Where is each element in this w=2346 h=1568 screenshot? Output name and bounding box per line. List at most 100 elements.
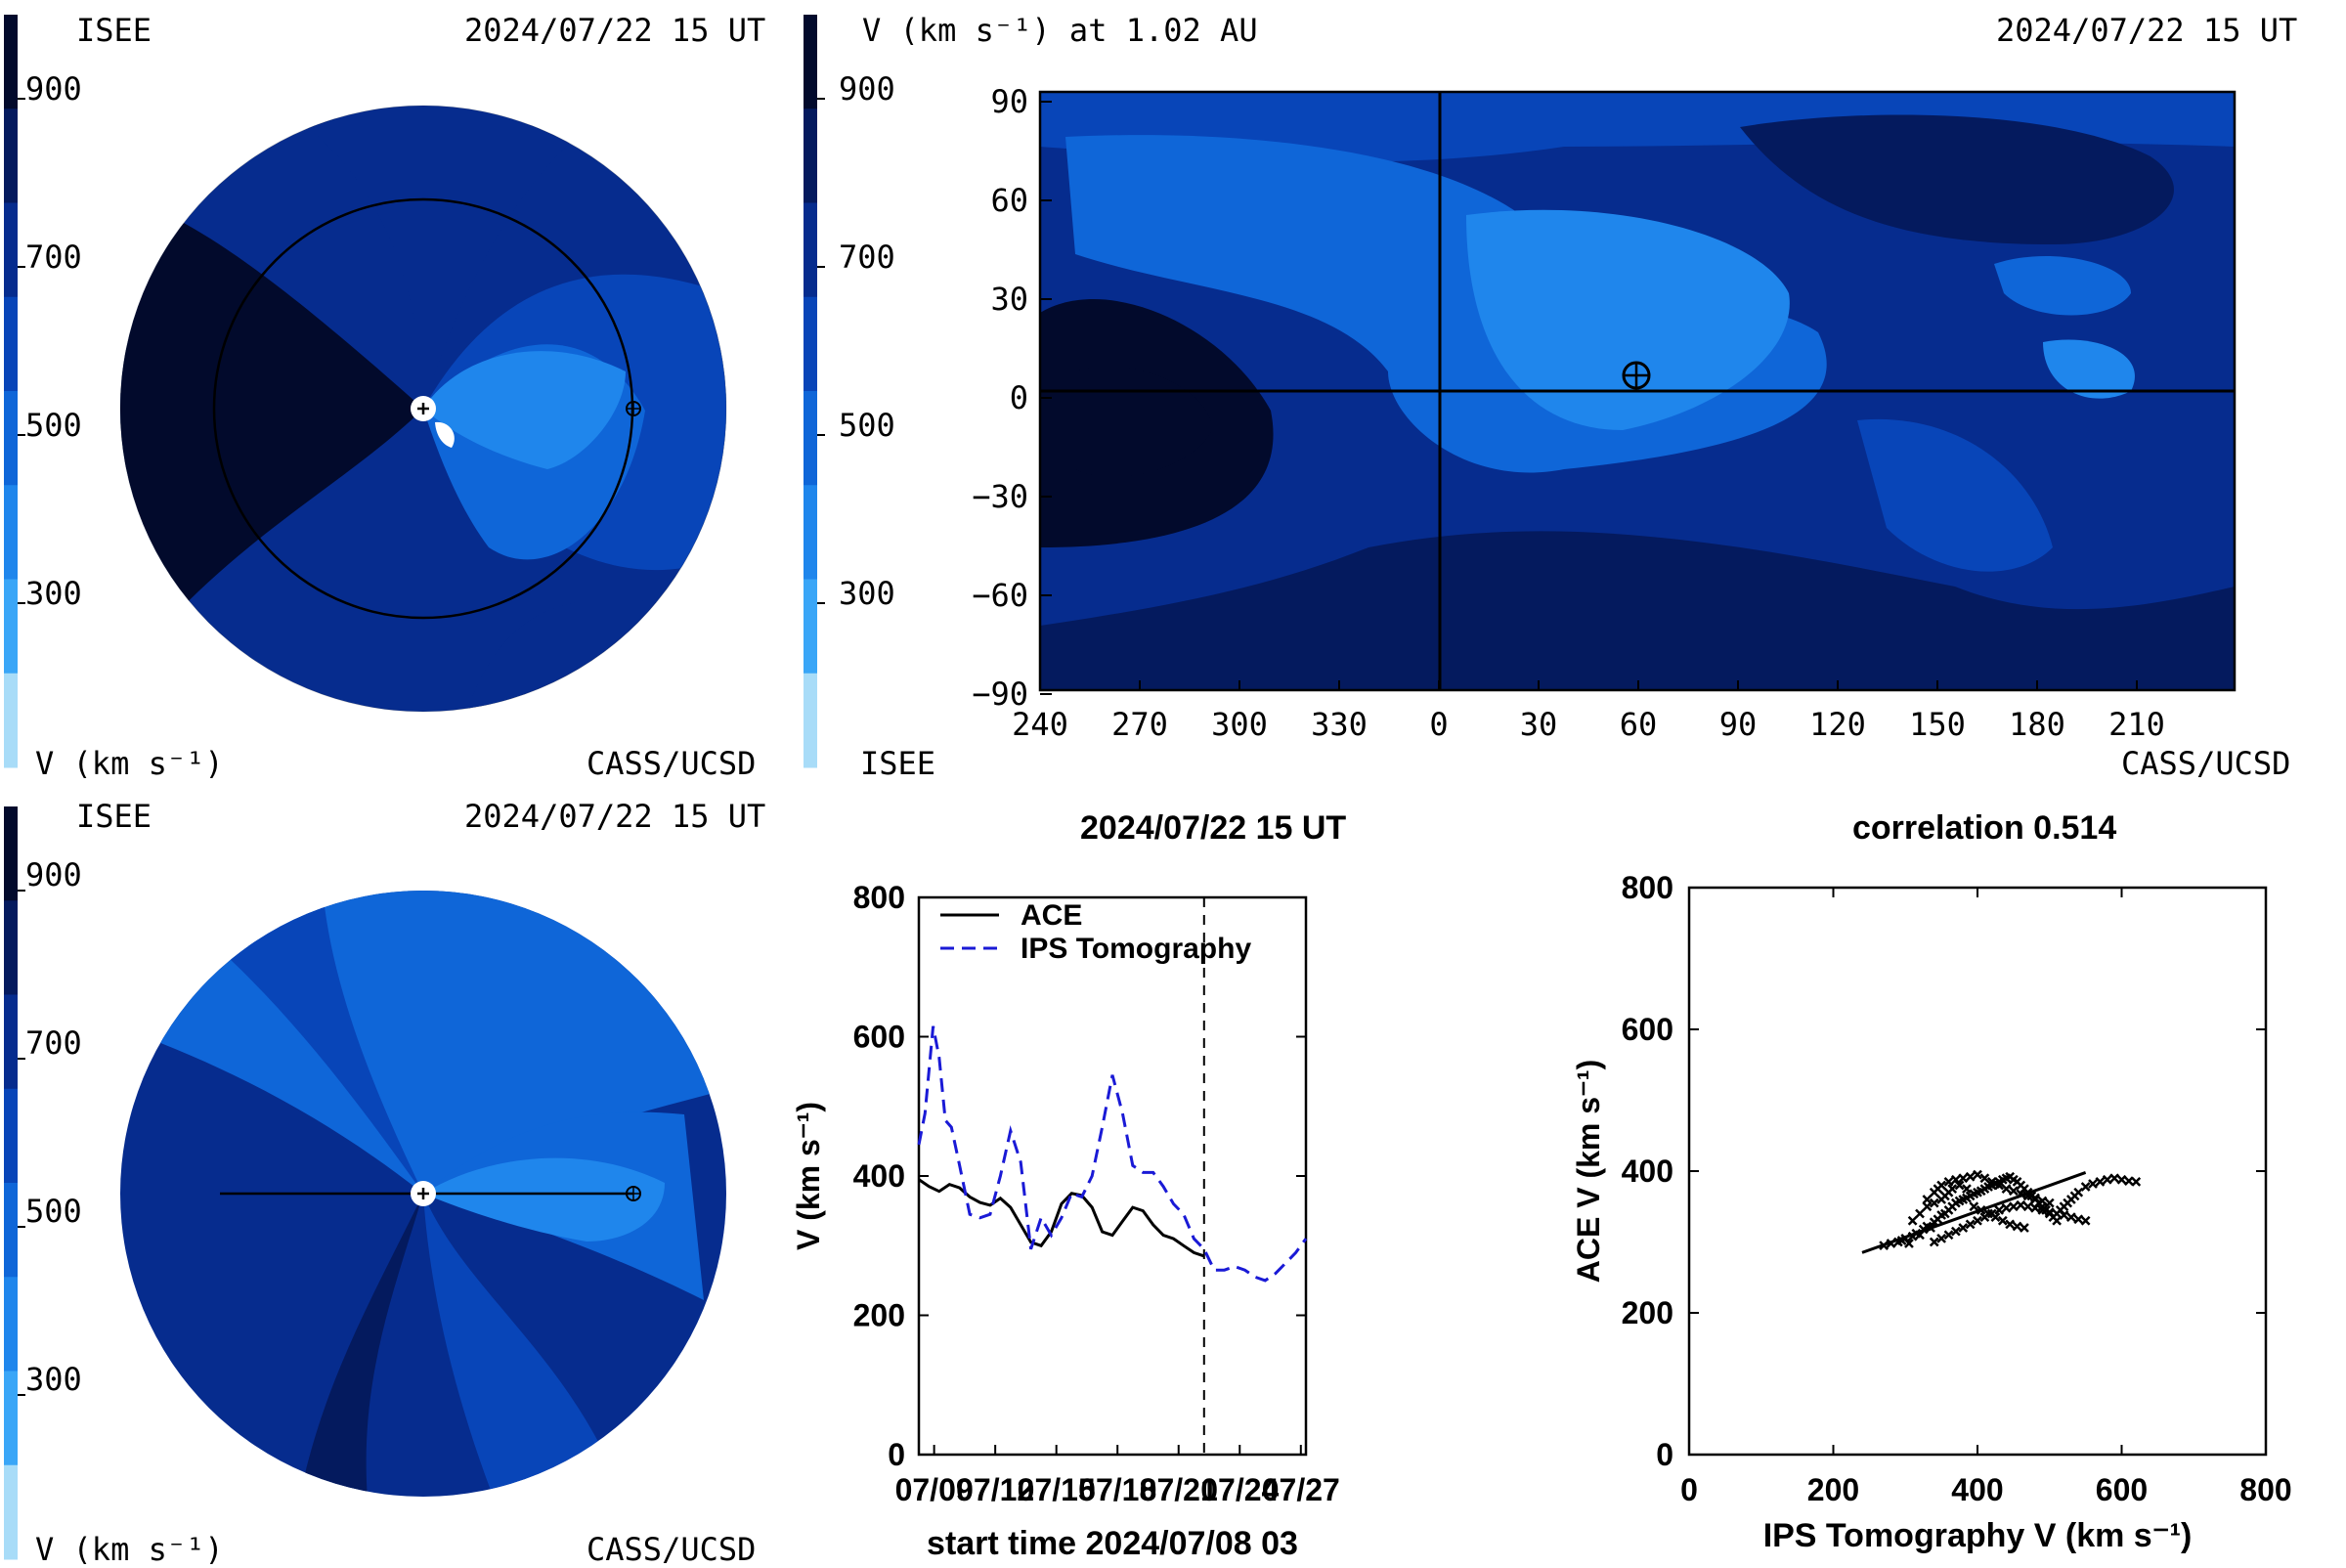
scale-segment (4, 1277, 18, 1372)
x-tick-label: 07/27 (1262, 1472, 1340, 1507)
x-tick-label: 400 (1951, 1472, 2003, 1507)
scatter-point (2073, 1214, 2084, 1225)
y-tick-label: 400 (1622, 1154, 1673, 1189)
scatter-point (1915, 1208, 1925, 1219)
scatter-point (1983, 1208, 1993, 1219)
color-scale-bar (804, 15, 825, 768)
unit-label: V (km s⁻¹) (35, 745, 224, 782)
scatter-point (1958, 1173, 1969, 1184)
x-tick-label: 120 (1809, 706, 1866, 743)
x-tick-label: 07/18 (1078, 1472, 1156, 1507)
scale-segment (4, 202, 18, 298)
scatter-point (2001, 1202, 2012, 1213)
x-tick-label: 07/21 (1140, 1472, 1218, 1507)
scale-tick: 900 (25, 856, 82, 893)
org-label: ISEE (76, 798, 152, 835)
scatter-point (2109, 1173, 2120, 1184)
scale-tick: 300 (839, 575, 895, 612)
y-tick-label: 0 (1656, 1437, 1673, 1472)
scatter-point (1997, 1215, 2008, 1226)
scatter-point (2102, 1174, 2112, 1185)
scale-segment (4, 900, 18, 995)
scale-segment (804, 485, 817, 580)
x-tick-label: 07/15 (1018, 1472, 1096, 1507)
scatter-point (1990, 1212, 2001, 1223)
solar-wind-velocity-disk (120, 106, 726, 712)
synoptic-map-svg: 240 270 300 330 0 30 60 90 120 150 180 210 9060300−… (804, 15, 2237, 768)
polar-view-top (4, 15, 727, 768)
scatter-point (2008, 1186, 2019, 1197)
scale-segment (4, 109, 18, 203)
scatter-point (1929, 1198, 1939, 1208)
scatter-point (2044, 1207, 2055, 1217)
credit-label: CASS/UCSD (2121, 745, 2291, 782)
scatter-point (2037, 1204, 2048, 1215)
scatter-point (1943, 1230, 1954, 1241)
scatter-point (1936, 1233, 1947, 1243)
scale-segment (4, 1371, 18, 1466)
datetime-label: 2024/07/22 15 UT (464, 12, 766, 49)
scatter-point (1922, 1201, 1933, 1212)
legend-ips-label: IPS Tomography (1021, 933, 1251, 965)
scatter-point (1907, 1215, 1918, 1226)
scale-segment (4, 296, 18, 392)
scatter-point (1962, 1184, 1972, 1195)
y-tick-label: −30 (972, 478, 1028, 515)
scale-segment (804, 579, 817, 675)
scatter-point (1922, 1195, 1933, 1204)
x-tick-label: 60 (1620, 706, 1658, 743)
scatter-point (1929, 1237, 1939, 1247)
scatter-point (1969, 1201, 1979, 1212)
chart-title: 2024/07/22 15 UT (1080, 809, 1347, 847)
scatter-point (2030, 1193, 2040, 1203)
scatter-point (2116, 1174, 2127, 1185)
x-tick-label: 0 (1429, 706, 1448, 743)
color-scale-bar (4, 806, 25, 1560)
regression-fit-line (1861, 1171, 2087, 1254)
x-tick-label: 07/12 (956, 1472, 1034, 1507)
x-tick-label: 30 (1520, 706, 1558, 743)
earth-icon (1622, 361, 1651, 390)
x-tick-label: 600 (2096, 1472, 2148, 1507)
x-axis-label: IPS Tomography V (km s⁻¹) (1763, 1517, 2193, 1554)
scatter-point (2037, 1196, 2048, 1206)
scatter-point (1994, 1204, 2005, 1215)
scatter-point (2095, 1176, 2106, 1187)
x-tick-label: 90 (1719, 706, 1758, 743)
y-axis-ticks: 90 60 30 0 −30 −60 −90 (972, 83, 1052, 713)
scale-tick: 700 (839, 239, 895, 276)
series-ips-line (917, 1025, 1308, 1283)
x-axis-ticks: 240 270 300 330 0 30 60 90 120 150 180 210 (1012, 680, 2165, 743)
scale-segment (4, 1464, 18, 1560)
earth-icon (626, 1186, 641, 1201)
scatter-point (2016, 1199, 2026, 1210)
scale-segment (4, 391, 18, 486)
scale-segment (804, 109, 817, 203)
x-tick-label: 270 (1111, 706, 1168, 743)
chart-title: correlation 0.514 (1852, 809, 2117, 847)
y-tick-label: −90 (972, 675, 1028, 713)
scale-segment (4, 673, 18, 768)
y-tick-label: 0 (1010, 379, 1028, 416)
x-tick-label: 210 (2108, 706, 2165, 743)
earth-icon (626, 401, 641, 416)
x-tick-label: 300 (1211, 706, 1268, 743)
scatter-point (1994, 1180, 2005, 1191)
scale-segment (4, 806, 18, 901)
scale-segment (804, 296, 817, 392)
scale-tick: 700 (25, 1024, 82, 1062)
scale-segment (4, 1183, 18, 1278)
y-tick-label: 800 (853, 880, 905, 915)
scatter-point (1973, 1169, 1982, 1180)
scatter-point (1904, 1239, 1914, 1248)
y-tick-label: 60 (990, 182, 1028, 219)
datetime-label: 2024/07/22 15 UT (464, 798, 766, 835)
x-axis-label: start time 2024/07/08 03 (927, 1525, 1298, 1562)
scale-segment (804, 391, 817, 486)
scatter-point (2059, 1210, 2069, 1220)
scale-tick: 500 (839, 407, 895, 444)
y-tick-label: 600 (853, 1020, 905, 1055)
scatter-point (1965, 1219, 1976, 1230)
x-tick-label: 800 (2239, 1472, 2291, 1507)
org-label: ISEE (76, 12, 152, 49)
